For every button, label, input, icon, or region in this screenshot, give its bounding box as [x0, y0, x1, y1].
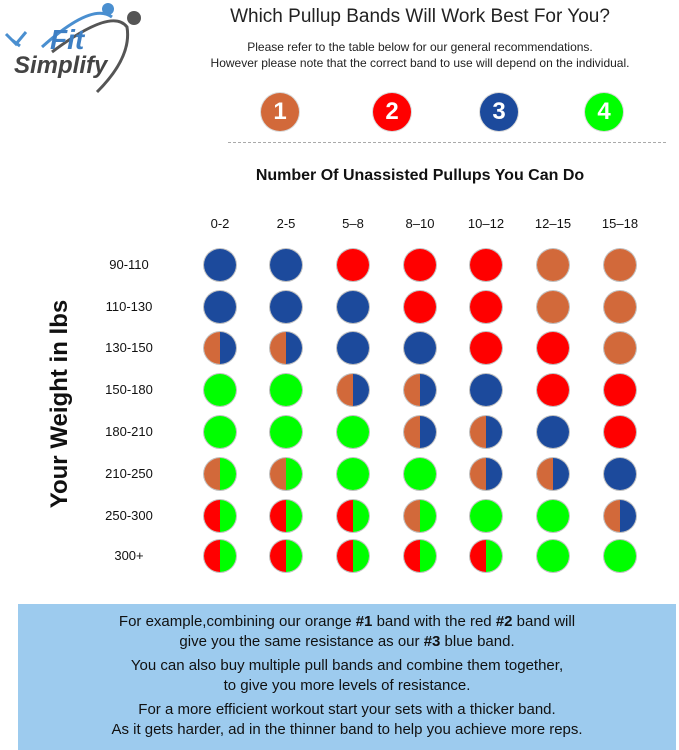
- logo: Fit Simplify: [2, 2, 152, 97]
- logo-swoosh-icon: [4, 3, 141, 94]
- row-label: 180-210: [105, 424, 153, 439]
- band-cell-RG: [204, 540, 236, 572]
- band-2-badge: 2: [373, 93, 411, 131]
- band-cell-O: [604, 332, 636, 364]
- band-cell-OG: [270, 458, 302, 490]
- column-header: 5–8: [342, 216, 364, 231]
- band-cell-R: [470, 332, 502, 364]
- info-line-6: As it gets harder, ad in the thinner ban…: [111, 721, 583, 738]
- band-cell-R: [604, 416, 636, 448]
- band-cell-OB: [404, 416, 436, 448]
- row-label: 90-110: [109, 257, 149, 272]
- band-cell-RG: [470, 540, 502, 572]
- band-cell-OB: [470, 416, 502, 448]
- logo-fit: Fit: [50, 24, 85, 55]
- band-cell-RG: [270, 500, 302, 532]
- band-cell-B: [537, 416, 569, 448]
- row-label: 130-150: [105, 340, 153, 355]
- band-cell-R: [604, 374, 636, 406]
- y-axis-title: Your Weight in lbs: [46, 299, 73, 509]
- band-cell-G: [470, 500, 502, 532]
- band-cell-O: [604, 291, 636, 323]
- band-cell-G: [537, 500, 569, 532]
- info-line-5: For a more efficient workout start your …: [138, 701, 556, 718]
- band-cell-OB: [404, 374, 436, 406]
- band-cell-O: [537, 249, 569, 281]
- logo-simplify: Simplify: [14, 52, 108, 79]
- band-cell-B: [337, 332, 369, 364]
- info-line-3: You can also buy multiple pull bands and…: [130, 657, 564, 674]
- band-cell-G: [404, 458, 436, 490]
- band-cell-O: [537, 291, 569, 323]
- column-header: 12–15: [534, 216, 572, 231]
- column-header: 15–18: [601, 216, 639, 231]
- band-cell-B: [204, 291, 236, 323]
- band-cell-OB: [270, 332, 302, 364]
- band-cell-R: [537, 332, 569, 364]
- band-cell-O: [604, 249, 636, 281]
- band-cell-RG: [337, 500, 369, 532]
- band-cell-B: [270, 249, 302, 281]
- band-cell-OB: [537, 458, 569, 490]
- band-cell-G: [337, 416, 369, 448]
- column-header: 0-2: [210, 216, 230, 231]
- row-label: 110-130: [105, 299, 153, 314]
- row-label: 300+: [114, 548, 144, 563]
- band-3-badge: 3: [480, 93, 518, 131]
- subtitle-2: However please note that the correct ban…: [210, 56, 630, 70]
- column-header: 8–10: [405, 216, 435, 231]
- band-4-badge: 4: [585, 93, 623, 131]
- info-line-4: to give you more levels of resistance.: [223, 677, 471, 694]
- band-cell-R: [470, 291, 502, 323]
- band-cell-RG: [204, 500, 236, 532]
- band-cell-G: [604, 540, 636, 572]
- band-cell-G: [537, 540, 569, 572]
- x-axis-title: Number Of Unassisted Pullups You Can Do: [255, 167, 585, 184]
- band-cell-B: [270, 291, 302, 323]
- band-cell-R: [537, 374, 569, 406]
- band-cell-G: [270, 416, 302, 448]
- column-header: 2-5: [276, 216, 296, 231]
- band-cell-G: [270, 374, 302, 406]
- band-cell-B: [604, 458, 636, 490]
- band-cell-G: [204, 374, 236, 406]
- page-title: Which Pullup Bands Will Work Best For Yo…: [230, 6, 610, 27]
- info-line-1: For example,combining our orange #1 band…: [118, 613, 576, 630]
- band-cell-RG: [404, 540, 436, 572]
- band-1-badge: 1: [261, 93, 299, 131]
- divider: [228, 142, 666, 143]
- band-cell-OB: [470, 458, 502, 490]
- band-cell-OG: [204, 458, 236, 490]
- band-cell-OG: [404, 500, 436, 532]
- band-cell-RG: [337, 540, 369, 572]
- column-header: 10–12: [467, 216, 505, 231]
- band-cell-OB: [337, 374, 369, 406]
- row-label: 250-300: [105, 508, 153, 523]
- band-cell-OB: [604, 500, 636, 532]
- info-line-2: give you the same resistance as our #3 b…: [179, 633, 515, 650]
- band-cell-B: [337, 291, 369, 323]
- info-box: For example,combining our orange #1 band…: [18, 604, 676, 750]
- row-label: 210-250: [105, 466, 153, 481]
- band-cell-B: [204, 249, 236, 281]
- band-cell-R: [404, 249, 436, 281]
- band-cell-OB: [204, 332, 236, 364]
- band-cell-R: [404, 291, 436, 323]
- band-cell-B: [404, 332, 436, 364]
- band-cell-R: [470, 249, 502, 281]
- band-cell-G: [337, 458, 369, 490]
- band-cell-B: [470, 374, 502, 406]
- row-label: 150-180: [105, 382, 153, 397]
- band-cell-G: [204, 416, 236, 448]
- band-cell-RG: [270, 540, 302, 572]
- band-cell-R: [337, 249, 369, 281]
- subtitle-1: Please refer to the table below for our …: [247, 40, 593, 54]
